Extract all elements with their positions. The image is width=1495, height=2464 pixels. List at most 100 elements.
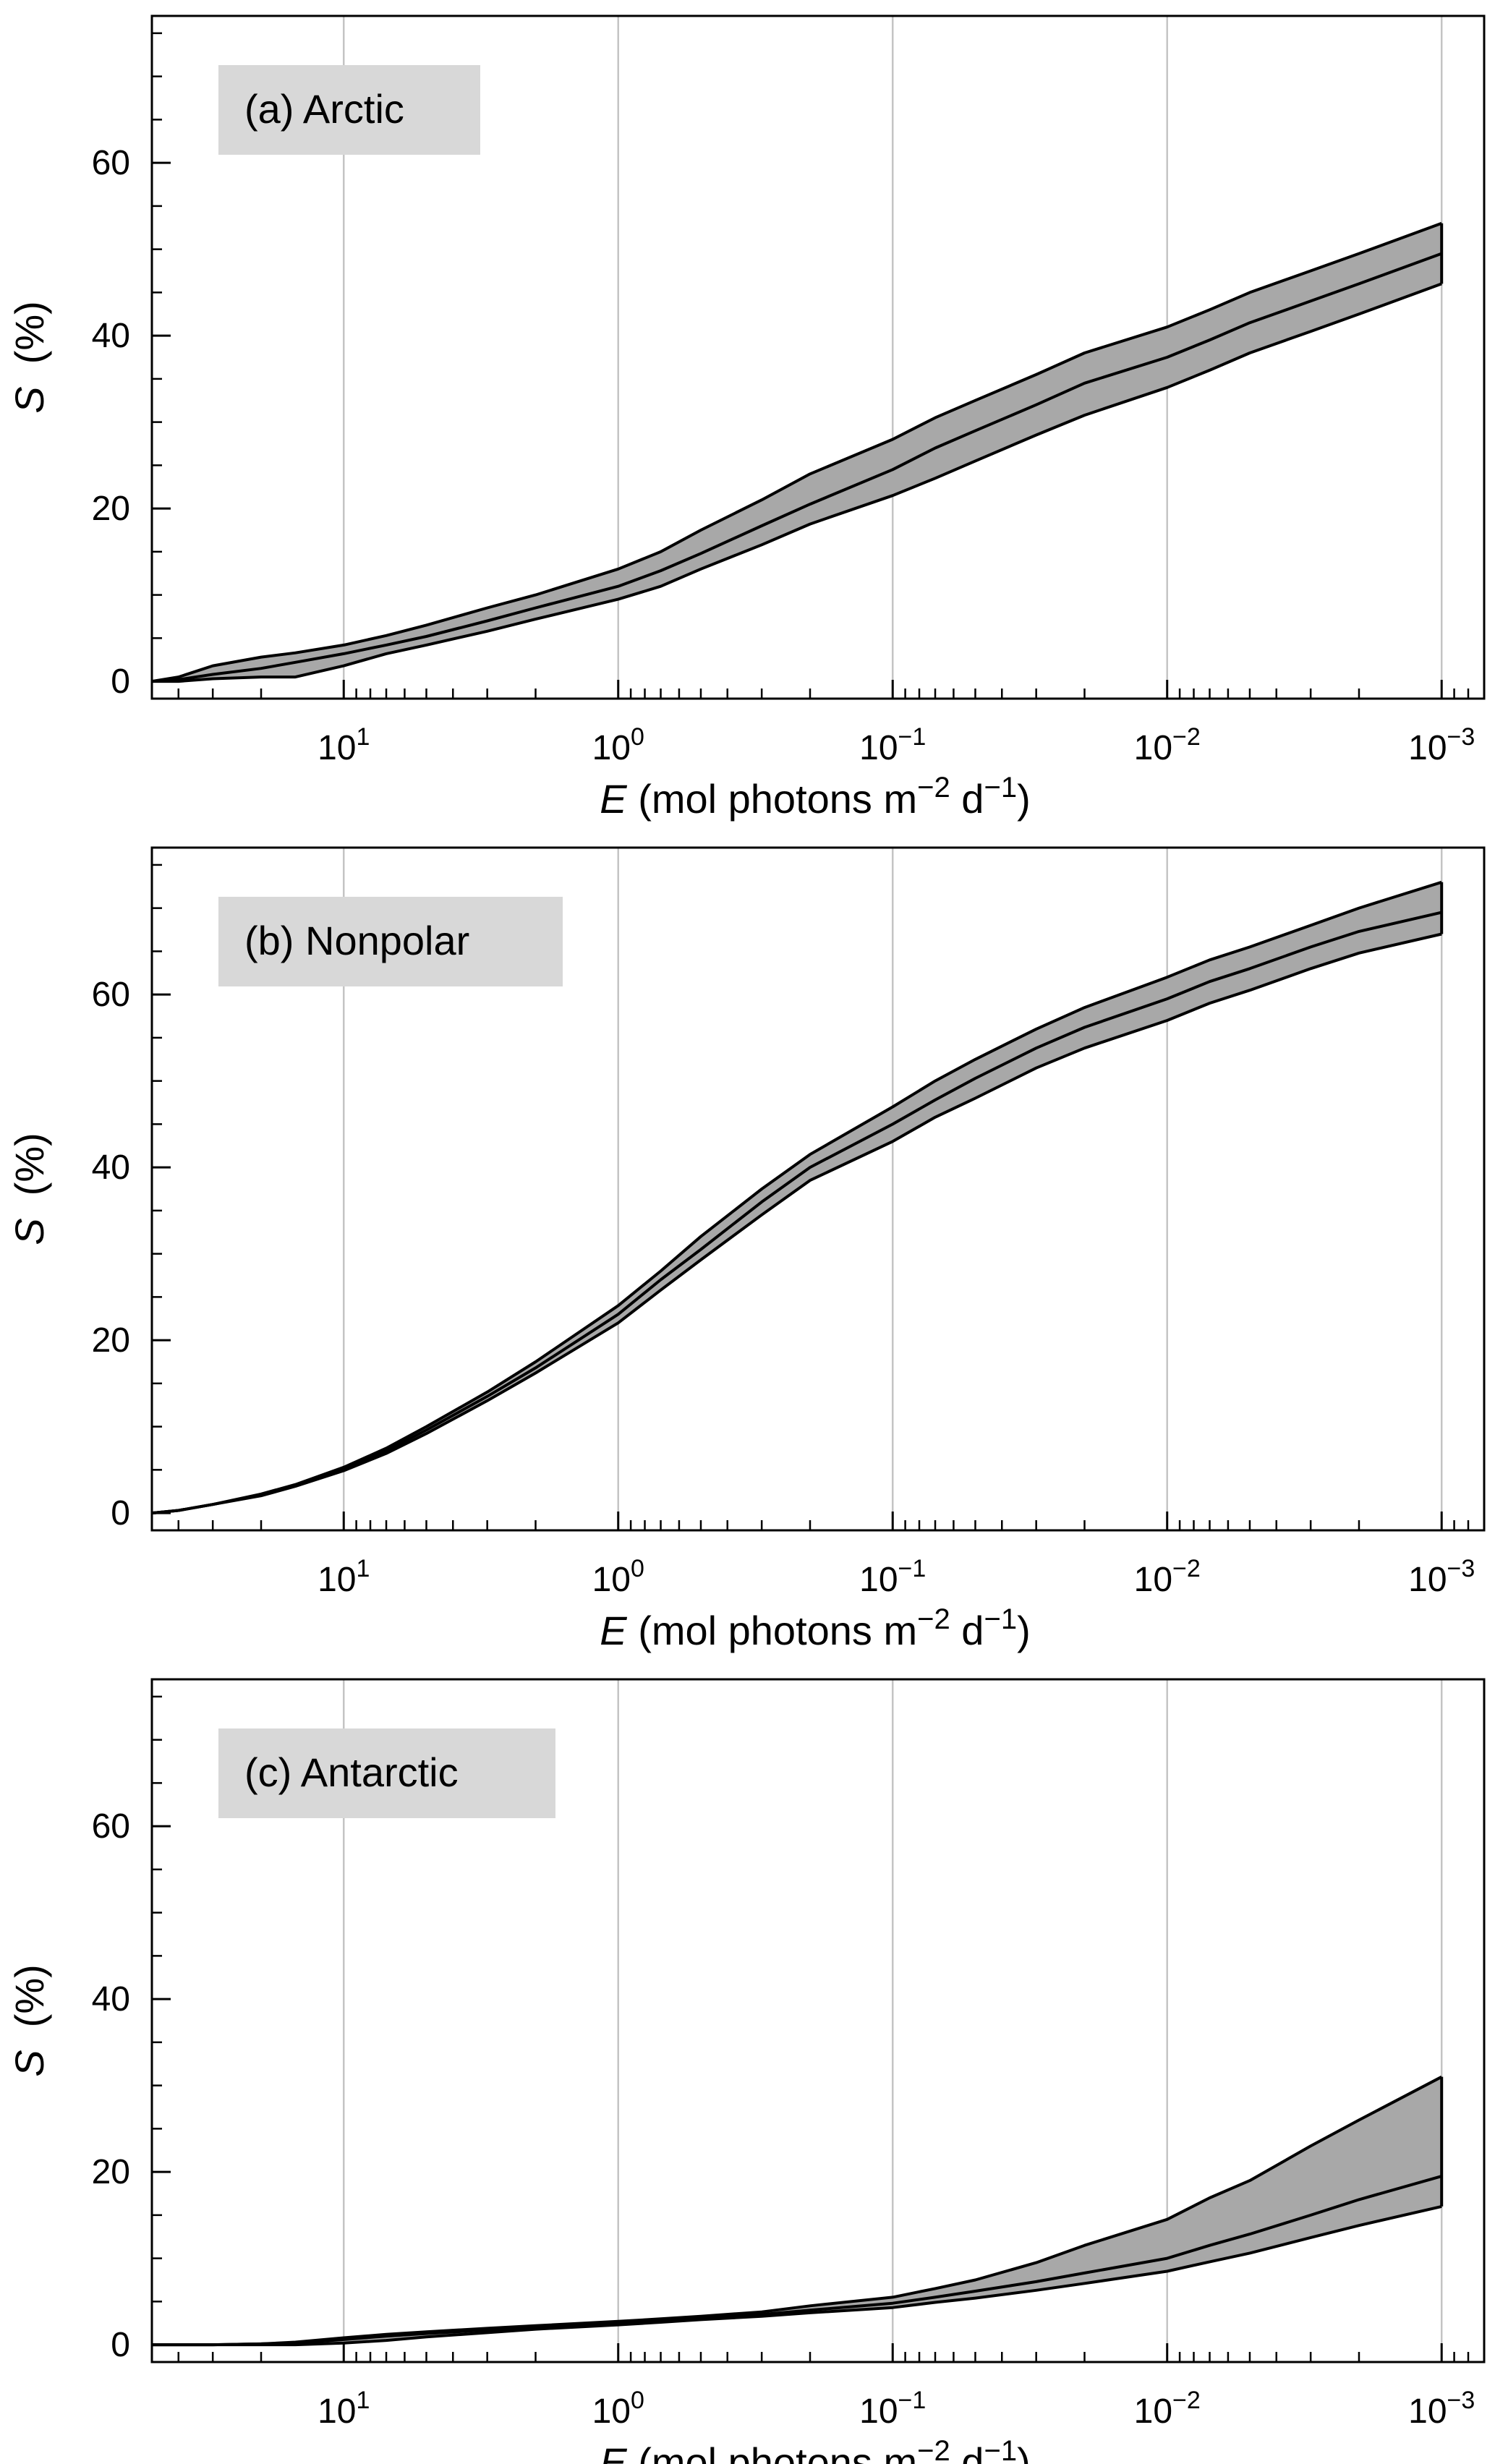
x-tick-label: 100	[592, 2387, 644, 2431]
x-tick-label: 10−1	[859, 2387, 926, 2431]
x-tick-base: 10	[859, 1561, 898, 1599]
y-tick-label: 40	[92, 1980, 130, 2018]
panel-label-antarctic: (c) Antarctic	[244, 1749, 459, 1795]
panel-label-nonpolar: (b) Nonpolar	[244, 918, 469, 963]
x-tick-base: 10	[859, 2392, 898, 2431]
y-axis-title: S (%)	[7, 301, 52, 414]
x-tick-base: 10	[318, 2392, 356, 2431]
x-tick-label: 10−1	[859, 1555, 926, 1599]
x-axis-title-mid: d	[950, 2439, 984, 2464]
x-tick-label: 10−2	[1134, 723, 1201, 767]
x-axis-title-space	[627, 776, 639, 822]
y-tick-label: 20	[92, 2153, 130, 2191]
x-axis-title-unit_prefix: (mol photons m	[638, 1608, 917, 1653]
x-tick-base: 10	[859, 729, 898, 767]
x-axis-title-exp1: −2	[917, 2435, 950, 2464]
x-axis-title-exp2: −1	[984, 2435, 1017, 2464]
y-tick-label: 40	[92, 317, 130, 355]
x-tick-base: 10	[592, 2392, 631, 2431]
x-tick-exponent: −1	[898, 723, 927, 751]
x-tick-label: 10−3	[1408, 2387, 1475, 2431]
x-tick-exponent: −1	[898, 2387, 927, 2414]
x-tick-exponent: −2	[1172, 723, 1201, 751]
x-tick-label: 101	[318, 723, 370, 767]
x-axis-title: E (mol photons m−2 d−1)	[600, 2435, 1030, 2464]
y-axis-title-space	[7, 2027, 52, 2050]
x-tick-exponent: −2	[1172, 2387, 1201, 2414]
series-line-median	[151, 252, 1442, 683]
x-axis-title-close: )	[1017, 776, 1031, 822]
x-axis-title-unit_prefix: (mol photons m	[638, 776, 917, 822]
panel-label-box	[218, 65, 480, 155]
x-tick-label: 10−1	[859, 723, 926, 767]
plot-frame	[150, 846, 1486, 1532]
y-tick-label: 20	[92, 490, 130, 528]
x-tick-exponent: 1	[356, 2387, 370, 2414]
plot-frame	[150, 1678, 1486, 2363]
x-tick-base: 10	[592, 1561, 631, 1599]
y-axis-title-var: S	[7, 1218, 52, 1245]
y-axis-title-space	[7, 364, 52, 386]
x-tick-label: 10−2	[1134, 2387, 1201, 2431]
y-axis-title-space	[7, 1195, 52, 1218]
x-tick-base: 10	[1134, 2392, 1172, 2431]
series-line-lower	[151, 932, 1442, 1515]
x-axis-title-mid: d	[950, 776, 984, 822]
y-axis-title-var: S	[7, 386, 52, 413]
series-line-median	[152, 2175, 1442, 2347]
x-axis-title: E (mol photons m−2 d−1)	[600, 772, 1030, 822]
series-line-upper	[151, 221, 1442, 683]
x-tick-exponent: −2	[1172, 1555, 1201, 1582]
x-axis-title-space	[627, 1608, 639, 1653]
x-tick-exponent: 1	[356, 723, 370, 751]
x-axis-title-close: )	[1017, 2439, 1031, 2464]
x-tick-label: 10−3	[1408, 1555, 1475, 1599]
plot-frame	[150, 14, 1486, 700]
x-tick-label: 101	[318, 2387, 370, 2431]
x-axis-title-var: E	[600, 2439, 627, 2464]
x-axis-title-exp2: −1	[984, 772, 1017, 803]
panel-label-box	[218, 1728, 555, 1818]
x-tick-base: 10	[592, 729, 631, 767]
x-tick-base: 10	[1408, 1561, 1447, 1599]
x-tick-exponent: 0	[631, 2387, 644, 2414]
range-band	[152, 2076, 1442, 2345]
x-tick-base: 10	[1134, 729, 1172, 767]
x-axis-title-var: E	[600, 776, 627, 822]
x-tick-exponent: −3	[1447, 2387, 1475, 2414]
y-tick-label: 40	[92, 1148, 130, 1187]
panel-label-arctic: (a) Arctic	[244, 86, 404, 132]
series-line-median	[151, 911, 1442, 1515]
x-tick-label: 10−2	[1134, 1555, 1201, 1599]
x-tick-label: 100	[592, 1555, 644, 1599]
x-axis-title-exp1: −2	[917, 772, 950, 803]
x-axis-title-close: )	[1017, 1608, 1031, 1653]
x-tick-base: 10	[1408, 729, 1447, 767]
y-axis-title-unit: (%)	[7, 1133, 52, 1195]
y-tick-label: 0	[111, 662, 130, 701]
y-axis-title-unit: (%)	[7, 301, 52, 364]
x-axis-title-unit_prefix: (mol photons m	[638, 2439, 917, 2464]
x-tick-exponent: 1	[356, 1555, 370, 1582]
y-tick-label: 60	[92, 976, 130, 1014]
y-tick-label: 0	[111, 1494, 130, 1532]
x-axis-title-exp2: −1	[984, 1603, 1017, 1635]
y-tick-label: 60	[92, 144, 130, 182]
x-tick-exponent: −1	[898, 1555, 927, 1582]
x-axis-title-mid: d	[950, 1608, 984, 1653]
x-tick-exponent: −3	[1447, 723, 1475, 751]
x-tick-label: 10−3	[1408, 723, 1475, 767]
x-tick-exponent: 0	[631, 723, 644, 751]
x-tick-exponent: 0	[631, 1555, 644, 1582]
x-tick-base: 10	[318, 729, 356, 767]
panel-label-box	[218, 897, 563, 986]
y-axis-title: S (%)	[7, 1133, 52, 1245]
x-axis-title-space	[627, 2439, 639, 2464]
y-tick-label: 20	[92, 1321, 130, 1360]
x-axis-title: E (mol photons m−2 d−1)	[600, 1603, 1030, 1653]
series-line-lower	[152, 2204, 1442, 2347]
